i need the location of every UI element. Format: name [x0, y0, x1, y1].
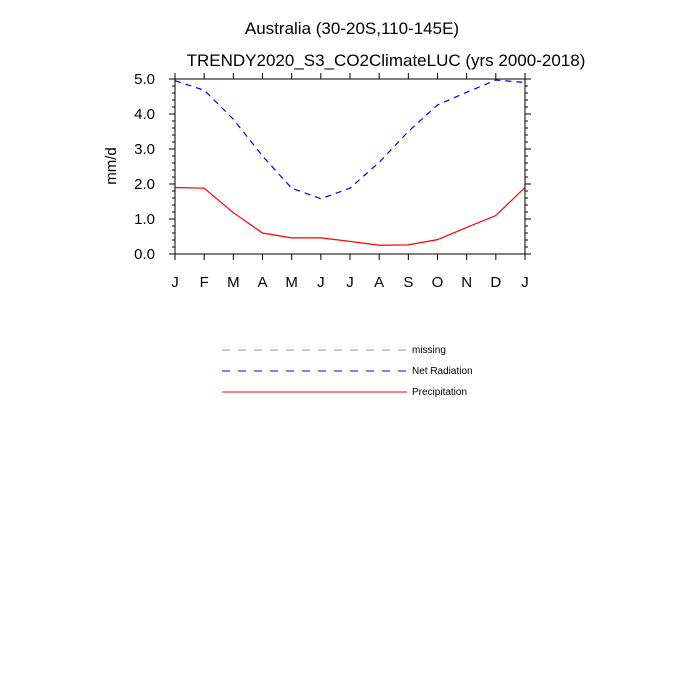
- y-axis-ticks: 0.0 1.0 2.0 3.0 4.0 5.0: [134, 71, 531, 263]
- y-tick-label: 1.0: [134, 211, 155, 228]
- x-tick-label: J: [317, 274, 325, 291]
- series-line-1: [174, 186, 526, 246]
- plot-border: [174, 78, 526, 255]
- y-tick-label: 2.0: [134, 176, 155, 193]
- x-tick-label: J: [346, 274, 354, 291]
- x-tick-label: M: [227, 274, 240, 291]
- x-tick-label: F: [200, 274, 209, 291]
- x-tick-label: M: [285, 274, 298, 291]
- legend-label: missing: [412, 345, 446, 356]
- y-tick-label: 3.0: [134, 141, 155, 158]
- y-tick-label: 4.0: [134, 106, 155, 123]
- plot-frame: [174, 78, 526, 255]
- x-tick-label: D: [490, 274, 501, 291]
- legend: missing Net Radiation Precipitation: [222, 345, 473, 398]
- chart-title: Australia (30-20S,110-145E): [245, 19, 459, 38]
- x-tick-label: S: [403, 274, 413, 291]
- plot-lines: [174, 79, 526, 246]
- x-tick-label: A: [374, 274, 384, 291]
- x-tick-label: J: [521, 274, 529, 291]
- x-tick-label: O: [432, 274, 444, 291]
- y-tick-label: 5.0: [134, 71, 155, 88]
- x-tick-label: J: [171, 274, 179, 291]
- x-tick-label: A: [257, 274, 267, 291]
- x-tick-label: N: [461, 274, 472, 291]
- series-line-0: [174, 79, 526, 200]
- chart-subtitle: TRENDY2020_S3_CO2ClimateLUC (yrs 2000-20…: [187, 51, 586, 70]
- y-tick-label: 0.0: [134, 246, 155, 263]
- y-axis-label: mm/d: [103, 147, 120, 185]
- legend-label: Precipitation: [412, 387, 467, 398]
- legend-label: Net Radiation: [412, 366, 473, 377]
